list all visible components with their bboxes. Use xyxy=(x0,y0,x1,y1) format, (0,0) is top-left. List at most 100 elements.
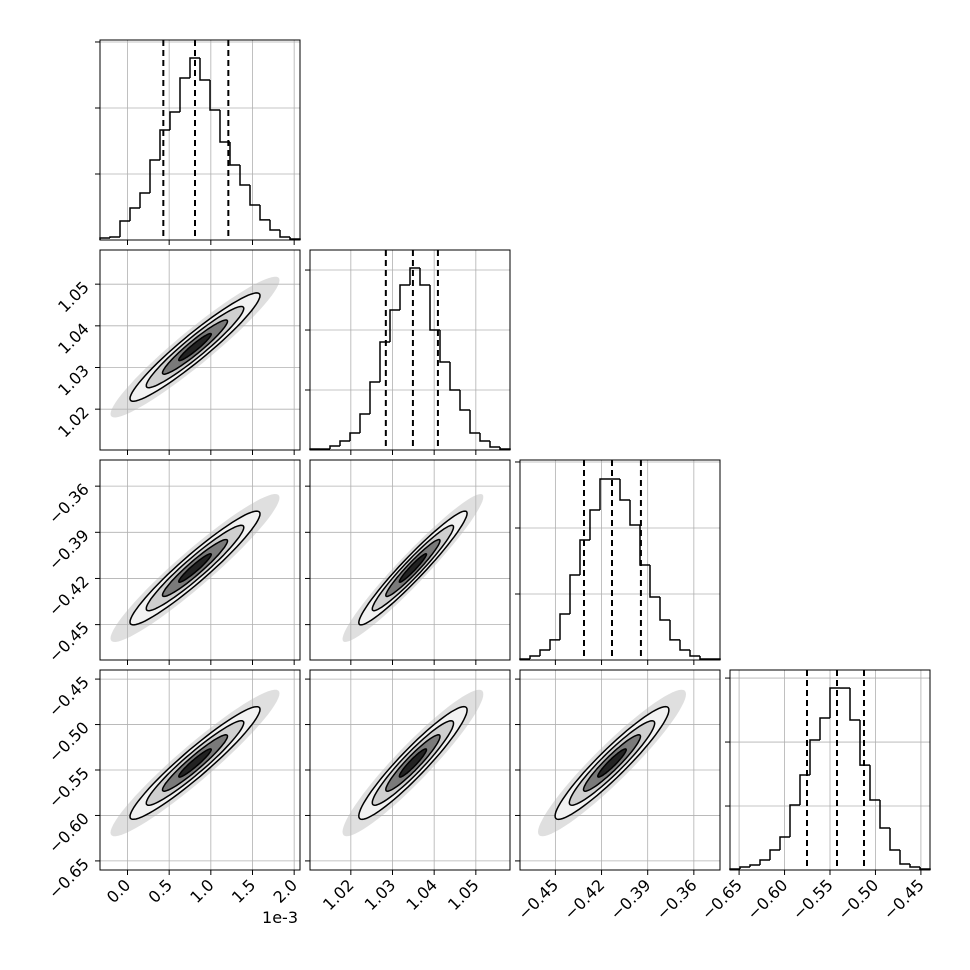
histogram-bin xyxy=(119,220,130,237)
panel-frame xyxy=(309,669,511,871)
histogram-bin xyxy=(679,639,690,651)
histogram-bin xyxy=(759,859,770,866)
y-tick-label: −0.39 xyxy=(45,526,93,574)
histogram-bin xyxy=(259,205,270,221)
histogram-bin xyxy=(739,866,750,869)
x-tick-label: −0.45 xyxy=(514,875,562,923)
histogram-bin xyxy=(669,620,680,641)
contour xyxy=(398,553,428,583)
histogram-bin xyxy=(439,330,450,363)
x-tick-label: −0.60 xyxy=(743,875,791,923)
histogram-bin xyxy=(129,207,140,221)
histogram-bin xyxy=(139,192,150,209)
histogram-bin xyxy=(599,478,610,511)
x-tick-label: 1.5 xyxy=(228,875,259,906)
histogram-bin xyxy=(249,184,260,206)
histogram-bin xyxy=(879,800,890,829)
x-tick-label: 2.0 xyxy=(270,875,301,906)
histogram-bin xyxy=(239,165,250,186)
x-tick-label: 0.5 xyxy=(145,875,176,906)
histogram-bin xyxy=(199,57,210,81)
density xyxy=(110,276,280,418)
histogram-bin xyxy=(789,804,800,837)
contour xyxy=(178,553,213,583)
y-tick-label: −0.45 xyxy=(45,672,93,720)
histogram-bin xyxy=(179,77,190,112)
histogram-bin xyxy=(699,656,710,660)
panel-frame xyxy=(309,249,511,451)
panel-frame xyxy=(99,459,301,661)
y-tick-label: 1.03 xyxy=(54,361,93,400)
contour xyxy=(398,748,428,778)
histogram-bin xyxy=(619,479,630,501)
histogram-bin xyxy=(689,649,700,657)
histogram-bin xyxy=(459,390,470,411)
offset-label: 1e-3 xyxy=(262,908,298,927)
histogram-bin xyxy=(899,850,910,865)
histogram-bin xyxy=(409,267,420,286)
histogram-bin xyxy=(659,597,670,621)
histogram-bin xyxy=(749,864,760,868)
density xyxy=(342,689,484,837)
histogram-bin xyxy=(159,129,170,160)
histogram-bin xyxy=(539,649,550,657)
histogram-bin xyxy=(149,159,160,194)
histogram-bin xyxy=(219,109,230,143)
y-tick-label: −0.55 xyxy=(45,763,93,811)
density xyxy=(538,689,686,837)
histogram-bin xyxy=(559,613,570,640)
histogram-bin xyxy=(529,655,540,659)
panel-frame xyxy=(309,459,511,661)
x-tick-label: 0.0 xyxy=(103,875,134,906)
panel-frame xyxy=(729,669,931,871)
x-tick-label: −0.39 xyxy=(606,875,654,923)
contour xyxy=(178,332,213,362)
histogram-bin xyxy=(799,774,810,805)
y-tick-label: −0.36 xyxy=(45,480,93,528)
histogram-bin xyxy=(569,574,580,615)
histogram-bin xyxy=(389,309,400,343)
histogram-bin xyxy=(649,564,660,598)
histogram-bin xyxy=(579,539,590,575)
histogram-bin xyxy=(429,285,440,331)
y-tick-label: −0.50 xyxy=(45,718,93,766)
x-tick-label: −0.65 xyxy=(698,875,746,923)
histogram-bin xyxy=(109,236,120,239)
panel-frame xyxy=(99,39,301,241)
histogram-bin xyxy=(779,836,790,851)
x-tick-label: 1.04 xyxy=(402,875,441,914)
y-tick-label: −0.65 xyxy=(45,854,93,902)
histogram-bin xyxy=(359,413,370,433)
histogram-bin xyxy=(809,739,820,776)
y-tick-label: 1.04 xyxy=(54,319,93,358)
density xyxy=(110,494,280,642)
histogram-bin xyxy=(329,445,340,450)
histogram-bin xyxy=(169,111,180,131)
histogram-bin xyxy=(209,80,220,111)
histogram-bin xyxy=(339,440,350,447)
contour xyxy=(597,748,627,778)
histogram-bin xyxy=(889,828,900,851)
panel-frame xyxy=(519,459,721,661)
histogram-bin xyxy=(869,765,880,801)
histogram-bin xyxy=(549,639,560,650)
y-tick-label: −0.60 xyxy=(45,809,93,857)
histogram-bin xyxy=(479,432,490,442)
histogram-bin xyxy=(909,863,920,868)
histogram-bin xyxy=(469,410,480,434)
panel-frame xyxy=(519,669,721,871)
histogram-bin xyxy=(399,284,410,310)
x-tick-label: 1.05 xyxy=(444,875,483,914)
panel-frame xyxy=(99,669,301,871)
x-tick-label: −0.50 xyxy=(834,875,882,923)
histogram-bin xyxy=(629,500,640,526)
histogram-bin xyxy=(589,509,600,540)
y-tick-label: 1.05 xyxy=(54,278,93,317)
x-tick-label: −0.55 xyxy=(789,875,837,923)
y-tick-label: 1.02 xyxy=(54,403,93,442)
histogram-bin xyxy=(189,57,200,79)
histogram-bin xyxy=(229,142,240,166)
x-tick-label: −0.42 xyxy=(560,875,608,923)
histogram-bin xyxy=(489,441,500,448)
